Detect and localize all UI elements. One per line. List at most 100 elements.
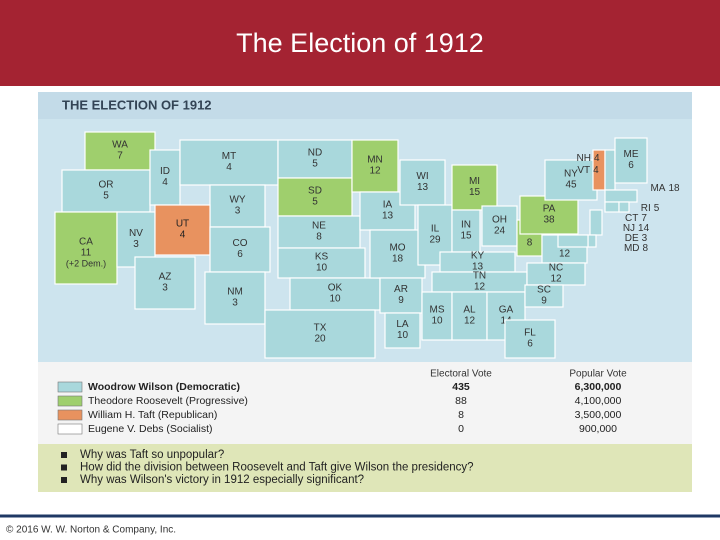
- state-abbr: AL: [463, 305, 476, 316]
- state-abbr: VT: [577, 165, 590, 176]
- legend-swatch: [57, 395, 83, 407]
- state-abbr: KY: [471, 251, 485, 262]
- legend-electoral: 88: [455, 395, 467, 407]
- state-votes: 4: [594, 153, 600, 164]
- state: [504, 319, 556, 359]
- state: [589, 209, 603, 236]
- state-votes: 6: [628, 160, 634, 171]
- state-abbr: NE: [312, 221, 326, 232]
- state-votes: 3: [232, 298, 238, 309]
- state-abbr: AZ: [159, 272, 172, 283]
- state-abbr: OK: [328, 283, 343, 294]
- state: [481, 205, 518, 247]
- map-title-bar: [38, 92, 692, 119]
- state-abbr: WI: [416, 171, 428, 182]
- state: [604, 201, 620, 213]
- state-votes: 8: [643, 243, 649, 254]
- state-votes: 7: [117, 151, 123, 162]
- state-votes: 10: [316, 263, 328, 274]
- state-abbr: RI: [641, 203, 651, 214]
- state: [54, 211, 118, 285]
- legend-name: Woodrow Wilson (Democratic): [88, 381, 240, 393]
- state-abbr: NJ: [623, 223, 635, 234]
- state-label: NJ 14: [623, 223, 650, 234]
- state-abbr: MO: [389, 243, 405, 254]
- legend-area: [38, 362, 692, 444]
- question: How did the division between Roosevelt a…: [80, 462, 474, 474]
- state-label: MD 8: [624, 243, 649, 254]
- state-votes: 20: [314, 334, 326, 345]
- state-votes: 12: [550, 274, 562, 285]
- state-votes: 4: [180, 230, 186, 241]
- state-votes: 24: [494, 226, 506, 237]
- state: [277, 215, 361, 249]
- state-abbr: SD: [308, 186, 322, 197]
- state-abbr: TN: [473, 271, 486, 282]
- state-votes: 9: [541, 296, 547, 307]
- state-votes: 12: [559, 249, 571, 260]
- state: [134, 256, 196, 310]
- state-abbr: NY: [564, 169, 578, 180]
- state-abbr: OR: [99, 180, 114, 191]
- question: Why was Taft so unpopular?: [80, 449, 224, 461]
- state-votes: 10: [431, 316, 443, 327]
- state-note: (+2 Dem.): [66, 258, 106, 268]
- map-title: THE ELECTION OF 1912: [62, 97, 212, 112]
- state-votes: 5: [312, 159, 318, 170]
- legend-header: Popular Vote: [569, 369, 627, 380]
- state-votes: 4: [162, 177, 168, 188]
- legend-name: Eugene V. Debs (Socialist): [88, 423, 213, 435]
- bullet: [61, 477, 67, 483]
- state: [587, 234, 597, 248]
- legend-popular: 900,000: [579, 423, 617, 435]
- state-votes: 11: [81, 248, 92, 259]
- state-abbr: UT: [176, 219, 189, 230]
- state-abbr: IL: [431, 224, 440, 235]
- state-abbr: IA: [383, 200, 393, 211]
- state-abbr: IN: [461, 220, 471, 231]
- state-votes: 12: [474, 282, 486, 293]
- state: [277, 247, 366, 279]
- state: [384, 312, 421, 349]
- state: [209, 226, 271, 273]
- state-votes: 3: [162, 283, 168, 294]
- state-votes: 15: [469, 187, 481, 198]
- questions-area: [38, 444, 692, 492]
- state: [277, 177, 353, 217]
- state-votes: 3: [133, 239, 139, 250]
- state: [451, 291, 488, 341]
- state-label: NH 4: [576, 153, 599, 164]
- state-votes: 29: [429, 235, 441, 246]
- state-votes: 3: [235, 206, 241, 217]
- state-abbr: GA: [499, 305, 514, 316]
- legend-swatch: [57, 381, 83, 393]
- state-abbr: ME: [624, 149, 639, 160]
- state-abbr: DE: [625, 233, 639, 244]
- state-votes: 8: [316, 232, 322, 243]
- state-label: RI 5: [641, 203, 660, 214]
- state-abbr: LA: [396, 319, 409, 330]
- state: [351, 139, 399, 193]
- state-votes: 9: [398, 295, 404, 306]
- state-votes: 4: [593, 165, 599, 176]
- copyright: © 2016 W. W. Norton & Company, Inc.: [6, 525, 176, 536]
- state-label: CT 7: [625, 213, 647, 224]
- state-abbr: KS: [315, 252, 329, 263]
- state-label: VT 4: [577, 165, 599, 176]
- state: [264, 309, 376, 359]
- state-abbr: CA: [79, 237, 93, 248]
- state-abbr: NM: [227, 287, 243, 298]
- state-abbr: MD: [624, 243, 640, 254]
- state: [524, 284, 564, 308]
- state-abbr: MI: [469, 176, 480, 187]
- state-abbr: PA: [543, 204, 556, 215]
- questions: Why was Taft so unpopular?How did the di…: [61, 449, 474, 486]
- legend-header: Electoral Vote: [430, 369, 492, 380]
- state-votes: 12: [464, 316, 476, 327]
- state-votes: 18: [392, 254, 404, 265]
- state-abbr: MS: [430, 305, 445, 316]
- state-label: MA 18: [650, 183, 680, 194]
- state-votes: 7: [641, 213, 647, 224]
